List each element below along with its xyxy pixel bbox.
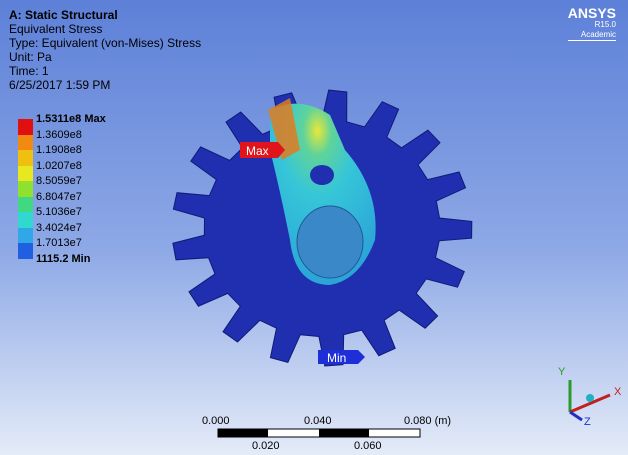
legend-swatch	[18, 212, 33, 228]
legend-swatch	[18, 243, 33, 259]
header-line: Time: 1	[9, 64, 49, 78]
legend-label: 5.1036e7	[36, 206, 82, 219]
legend-label: 3.4024e7	[36, 222, 82, 235]
legend-label: 1.7013e7	[36, 237, 82, 250]
scale-label: 0.040	[304, 415, 332, 427]
legend-swatch	[18, 228, 33, 244]
model-view: Max Min Y X Z	[0, 0, 628, 455]
hole	[310, 165, 334, 185]
header-line: Unit: Pa	[9, 50, 52, 64]
legend-swatch	[18, 181, 33, 197]
axis-y: Y	[558, 366, 566, 378]
scale-label: 0.020	[252, 440, 280, 452]
legend-swatch	[18, 197, 33, 213]
max-label: Max	[246, 144, 269, 158]
logo: ANSYS R15.0 Academic	[568, 6, 616, 41]
title: A: Static Structural	[9, 8, 118, 22]
legend-label: 8.5059e7	[36, 175, 82, 188]
legend-swatch	[18, 150, 33, 166]
legend-label: 6.8047e7	[36, 191, 82, 204]
scale-label: 0.000	[202, 415, 230, 427]
logo-version: R15.0	[568, 20, 616, 30]
legend-label: 1.1908e8	[36, 144, 82, 157]
legend-swatch	[18, 135, 33, 151]
min-label: Min	[327, 351, 346, 365]
scale-bar	[218, 429, 420, 437]
triad: Y X Z	[558, 366, 622, 428]
bore	[297, 206, 363, 278]
header-line: 6/25/2017 1:59 PM	[9, 78, 110, 92]
logo-license: Academic	[568, 30, 616, 41]
legend-label: 1115.2 Min	[36, 253, 90, 266]
viewport: Max Min Y X Z A: Static Structural Equiv…	[0, 0, 628, 455]
legend-label: 1.0207e8	[36, 160, 82, 173]
scale-label: 0.060	[354, 440, 382, 452]
header-line: Type: Equivalent (von-Mises) Stress	[9, 36, 201, 50]
axis-x: X	[614, 386, 622, 398]
legend-label: 1.3609e8	[36, 129, 82, 142]
scale-label: 0.080 (m)	[404, 415, 451, 427]
header-line: Equivalent Stress	[9, 22, 102, 36]
logo-name: ANSYS	[568, 6, 616, 20]
legend-swatch	[18, 119, 33, 135]
legend-swatch	[18, 166, 33, 182]
axis-z: Z	[584, 416, 591, 428]
legend-label: 1.5311e8 Max	[36, 113, 106, 126]
